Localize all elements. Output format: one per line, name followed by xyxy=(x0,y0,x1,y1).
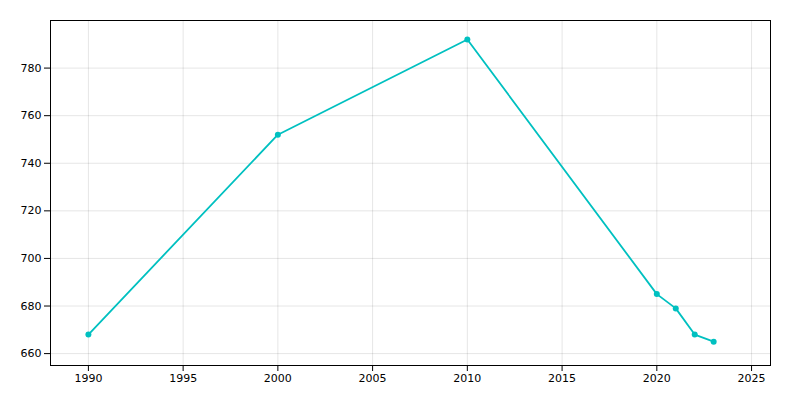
svg-text:780: 780 xyxy=(21,62,42,75)
svg-text:740: 740 xyxy=(21,157,42,170)
svg-text:700: 700 xyxy=(21,252,42,265)
svg-text:2010: 2010 xyxy=(453,372,481,385)
svg-text:2005: 2005 xyxy=(359,372,387,385)
svg-text:720: 720 xyxy=(21,204,42,217)
svg-text:760: 760 xyxy=(21,109,42,122)
svg-text:2015: 2015 xyxy=(548,372,576,385)
svg-text:1990: 1990 xyxy=(74,372,102,385)
svg-text:2025: 2025 xyxy=(738,372,766,385)
svg-text:680: 680 xyxy=(21,300,42,313)
svg-text:1995: 1995 xyxy=(169,372,197,385)
svg-text:660: 660 xyxy=(21,347,42,360)
svg-text:2000: 2000 xyxy=(264,372,292,385)
svg-text:2020: 2020 xyxy=(643,372,671,385)
